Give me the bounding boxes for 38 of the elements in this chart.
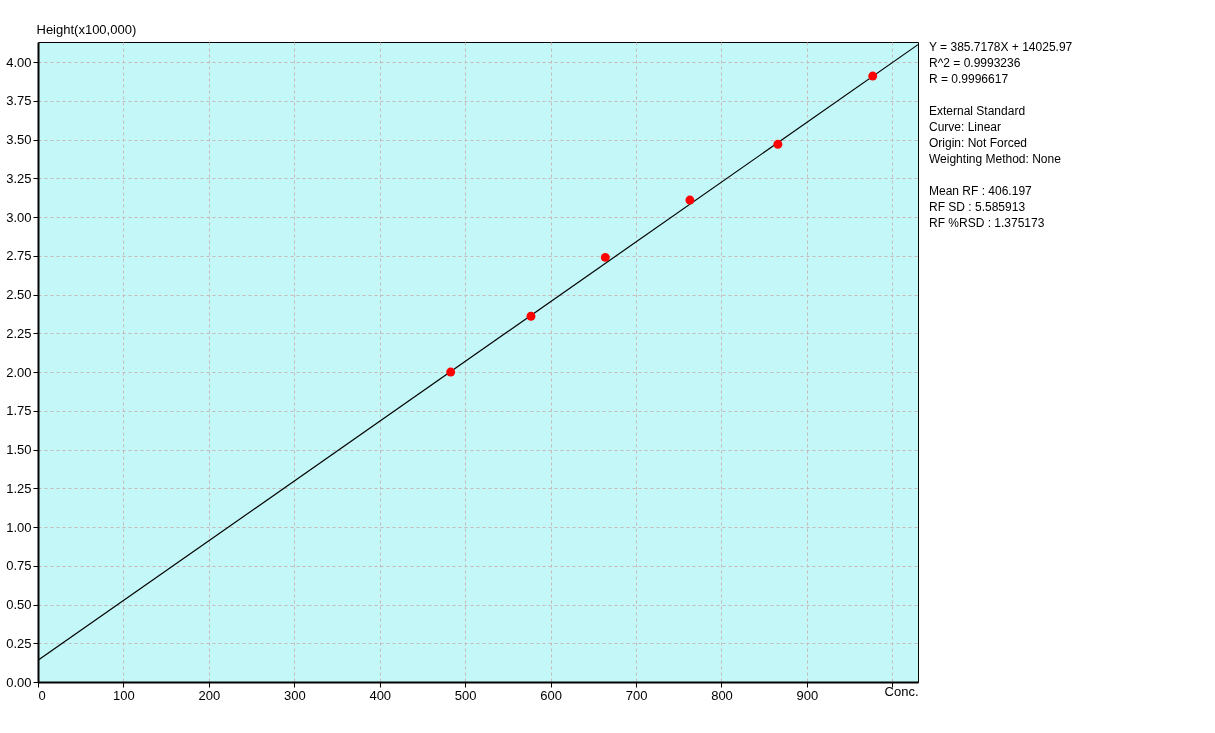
y-tick-label: 4.00 [6,54,32,70]
y-tick-label: 2.75 [6,248,32,264]
x-tick-label: 800 [711,687,733,703]
y-tick-label: 3.25 [6,170,32,186]
point [600,252,610,262]
y-tick-label: 2.50 [6,287,32,303]
y-tick-label: 1.00 [6,519,32,535]
y-tick-label: 2.25 [6,325,32,341]
y-tick-label: 3.50 [6,132,32,148]
x-tick-label: 0 [38,687,46,703]
x-axis-title: Conc. [884,683,919,699]
x-tick-label: 100 [113,687,135,703]
x-tick-label: 200 [198,687,221,703]
text: External Standard Curve: Linear Origin: Not Forced Weighting Method: None [929,104,1062,166]
y-tick-label: 1.50 [6,442,32,458]
text: Mean RF : 406.197 RF SD : 5.585913 RF %RSD : 1.375173 [929,184,1045,230]
x-tick-label: 400 [369,687,392,703]
x-tick-label: 900 [796,687,819,703]
x-tick-label: 300 [283,687,306,703]
y-axis-title: Height(x100,000) [36,21,137,37]
y-tick-label: 3.75 [6,93,32,109]
x-tick-label: 700 [625,687,648,703]
text: Y = 385.7178X + 14025.97 R^2 = 0.9993236 R = 0.9996617 [929,40,1073,86]
point [685,195,695,205]
y-tick-label: 1.75 [6,403,32,419]
y-tick-label: 0.75 [6,558,32,574]
y-tick-label: 0.25 [6,635,32,651]
x-tick-label: 500 [454,687,477,703]
point [773,139,783,149]
point [526,311,536,321]
x-tick-label: 600 [540,687,562,703]
point [868,71,878,81]
point [446,367,456,377]
y-tick-label: 1.25 [6,480,32,496]
y-tick-label: 3.00 [6,209,32,225]
y-tick-label: 0.00 [6,674,32,690]
y-tick-label: 2.00 [6,364,32,380]
y-tick-label: 0.50 [6,597,32,613]
